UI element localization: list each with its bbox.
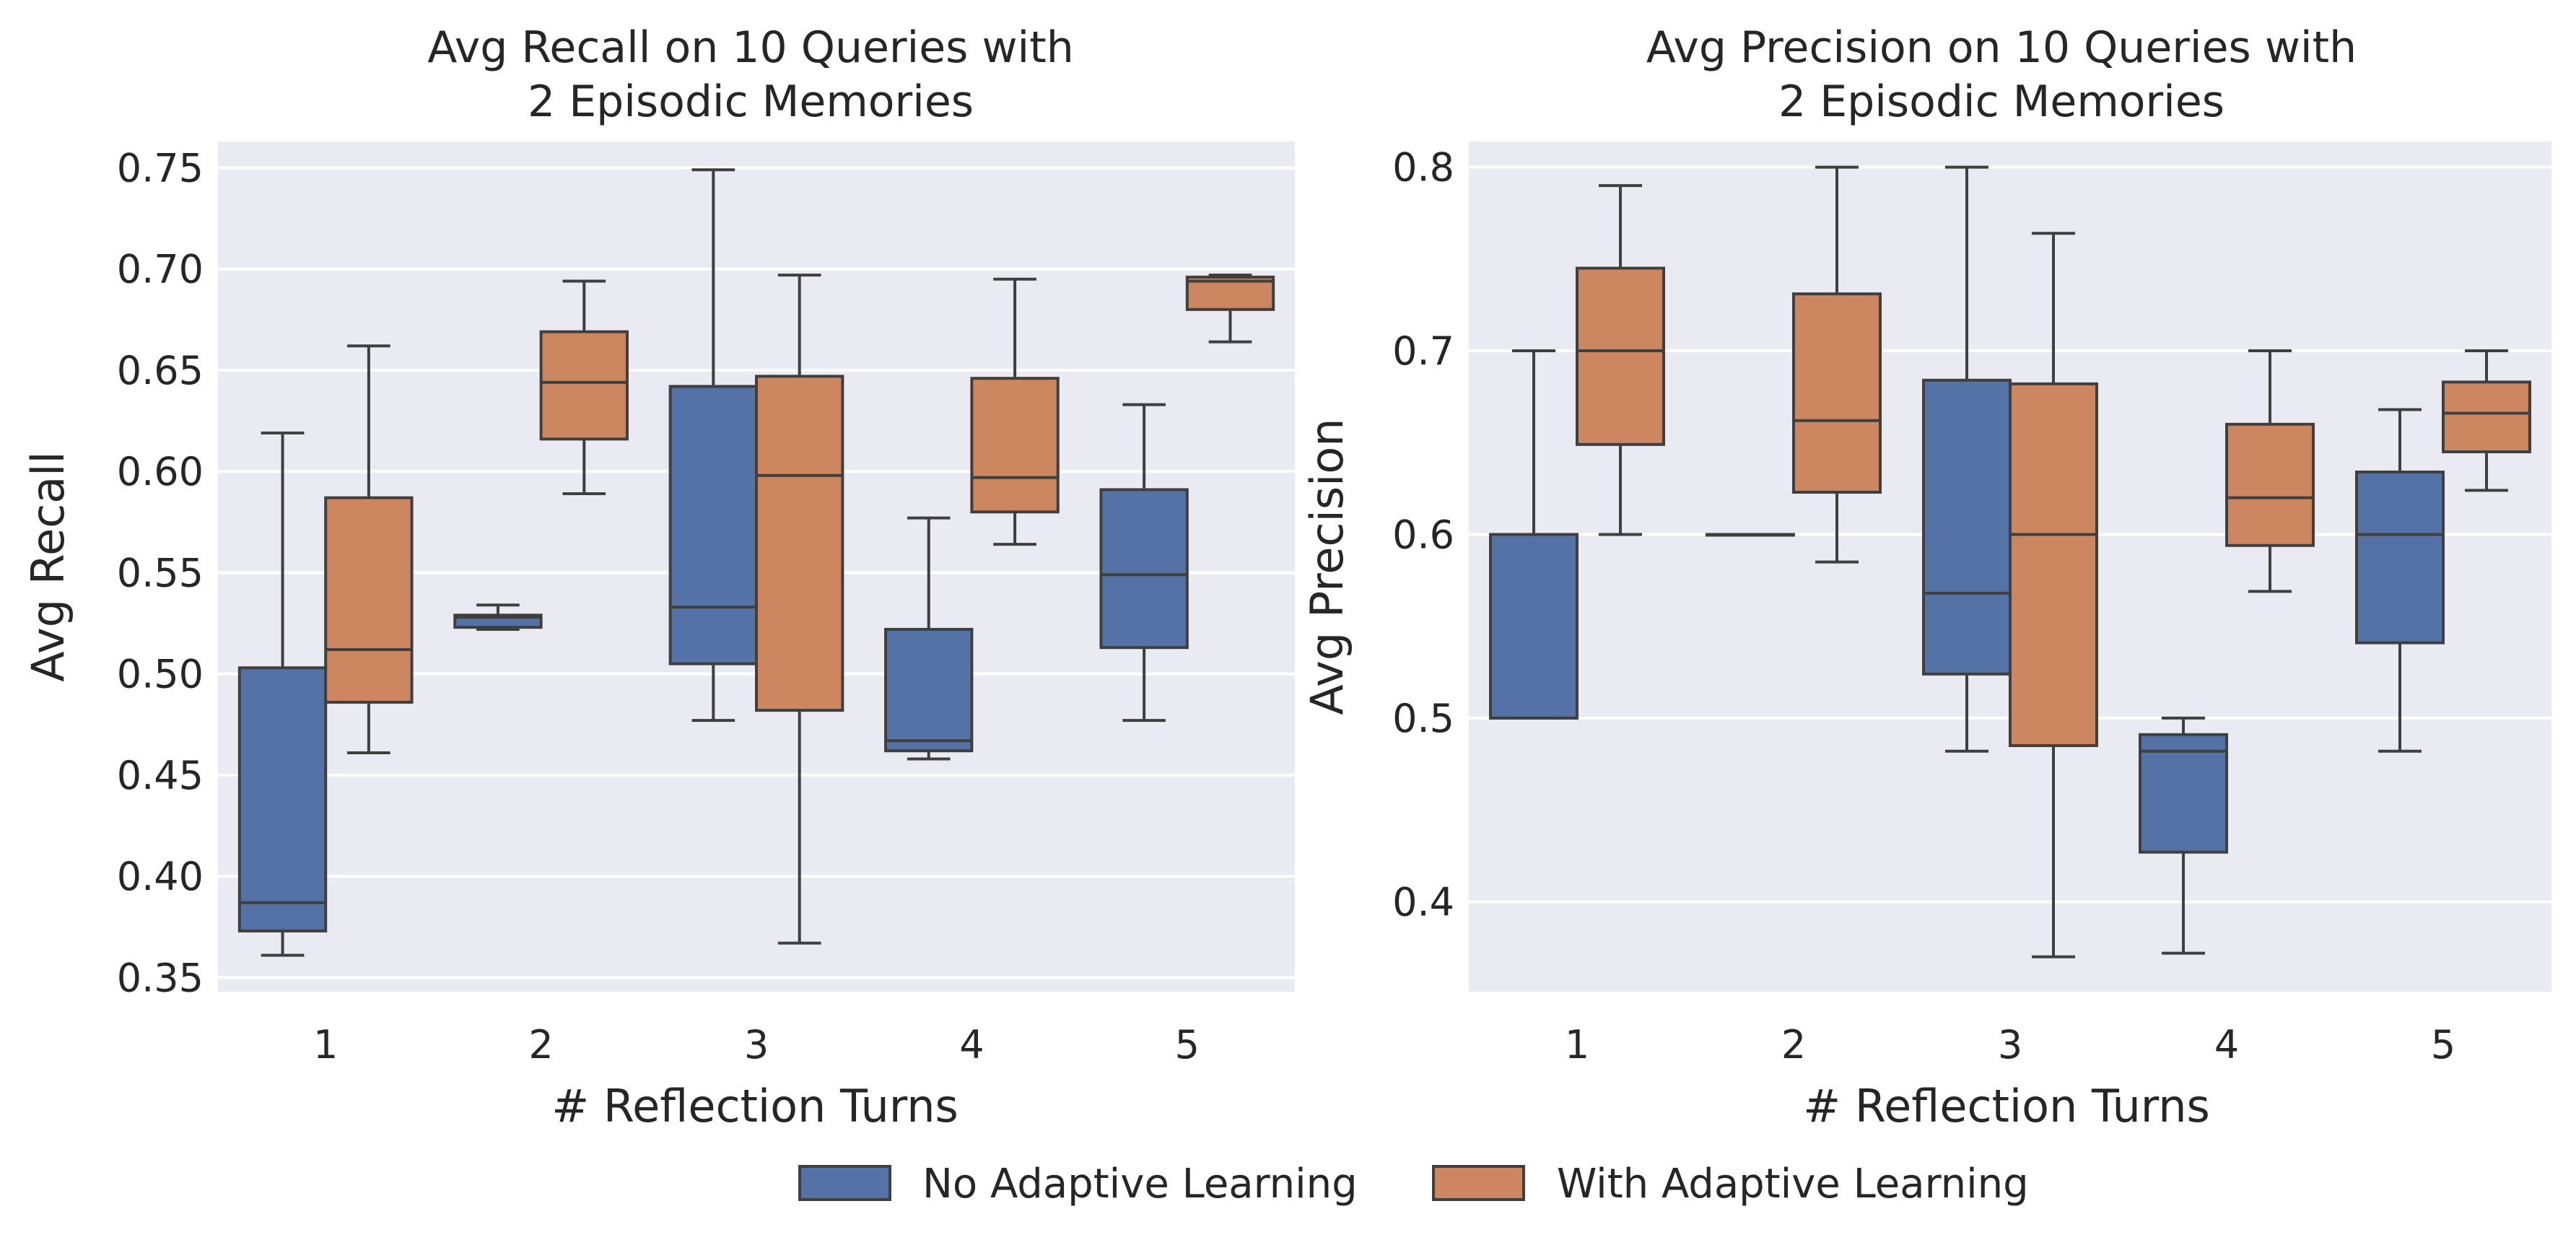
iqr-box [1922, 378, 2012, 676]
precision-title-line-1: Avg Precision on 10 Queries with [1646, 22, 2357, 73]
recall-y-tick-label: 0.45 [117, 753, 204, 798]
iqr-box [2355, 470, 2445, 645]
precision-title-line-2: 2 Episodic Memories [1778, 77, 2224, 127]
recall-y-tick-label: 0.75 [117, 145, 204, 191]
recall-y-tick-label: 0.65 [117, 348, 204, 393]
legend-label-with-adaptive: With Adaptive Learning [1557, 1161, 2029, 1208]
iqr-box [2225, 422, 2315, 547]
recall-box-no-adaptive-turn-2 [453, 603, 543, 631]
iqr-box [1576, 266, 1665, 446]
legend-label-no-adaptive: No Adaptive Learning [922, 1161, 1358, 1208]
recall-x-label: # Reflection Turns [551, 1080, 959, 1132]
precision-x-tick-label: 3 [1998, 1022, 2022, 1068]
iqr-box [884, 627, 974, 753]
precision-x-tick-label: 4 [2214, 1022, 2239, 1068]
recall-box-with-adaptive-turn-1 [324, 344, 414, 755]
recall-x-tick-label: 1 [313, 1022, 338, 1068]
recall-y-tick-label: 0.70 [117, 247, 204, 292]
recall-box-with-adaptive-turn-3 [755, 274, 844, 945]
iqr-box [2009, 382, 2098, 748]
iqr-box [755, 375, 844, 712]
iqr-box [1792, 292, 1882, 494]
iqr-box [2442, 380, 2531, 453]
precision-x-tick-label: 5 [2431, 1022, 2455, 1068]
precision-box-with-adaptive-turn-4 [2225, 349, 2315, 593]
recall-box-with-adaptive-turn-5 [1185, 274, 1275, 344]
precision-box-no-adaptive-turn-1 [1489, 349, 1579, 720]
recall-x-tick-label: 5 [1175, 1022, 1200, 1068]
recall-box-no-adaptive-turn-4 [884, 516, 974, 761]
recall-x-tick-label: 3 [744, 1022, 769, 1068]
recall-y-label: Avg Recall [22, 451, 74, 682]
recall-y-ticks: 0.35 0.40 0.45 0.50 0.55 0.60 0.65 0.70 0.75 [117, 145, 204, 1000]
recall-panel: 0.35 0.40 0.45 0.50 0.55 0.60 0.65 0.70 0.75 1 2 3… [22, 22, 1295, 1132]
precision-y-tick-label: 0.6 [1392, 512, 1454, 557]
precision-x-label: # Reflection Turns [1803, 1080, 2210, 1132]
recall-title-line-2: 2 Episodic Memories [528, 77, 974, 127]
recall-box-no-adaptive-turn-3 [668, 168, 759, 722]
iqr-box [237, 666, 328, 933]
legend-swatch-no-adaptive [798, 1165, 891, 1201]
precision-boxes [1489, 165, 2531, 959]
precision-box-no-adaptive-turn-5 [2355, 408, 2445, 753]
iqr-box [668, 385, 759, 665]
precision-y-tick-label: 0.7 [1392, 328, 1454, 374]
recall-title-line-1: Avg Recall on 10 Queries with [427, 22, 1074, 73]
precision-box-with-adaptive-turn-3 [2009, 232, 2098, 959]
recall-boxes [237, 168, 1275, 957]
precision-y-tick-label: 0.8 [1392, 145, 1454, 191]
recall-y-tick-label: 0.50 [117, 652, 204, 697]
iqr-box [539, 330, 629, 441]
recall-y-tick-label: 0.60 [117, 449, 204, 494]
recall-x-tick-label: 4 [959, 1022, 984, 1068]
precision-box-with-adaptive-turn-2 [1792, 165, 1882, 564]
recall-box-no-adaptive-turn-1 [237, 431, 328, 957]
recall-x-tick-label: 2 [528, 1022, 553, 1068]
precision-box-with-adaptive-turn-1 [1576, 184, 1665, 536]
recall-box-with-adaptive-turn-2 [539, 279, 629, 496]
precision-x-ticks: 1 2 3 4 5 [1565, 1022, 2455, 1068]
precision-box-no-adaptive-turn-4 [2139, 716, 2228, 955]
precision-y-label: Avg Precision [1301, 418, 1353, 715]
recall-x-ticks: 1 2 3 4 5 [313, 1022, 1200, 1068]
precision-y-ticks: 0.4 0.5 0.6 0.7 0.8 [1392, 145, 1454, 925]
precision-panel: 0.4 0.5 0.6 0.7 0.8 1 2 3 4 5 Avg Precision on 1… [1301, 22, 2551, 1132]
iqr-box [324, 496, 414, 704]
precision-box-with-adaptive-turn-5 [2442, 349, 2531, 492]
recall-box-with-adaptive-turn-4 [970, 277, 1060, 546]
recall-y-tick-label: 0.35 [117, 955, 204, 1000]
iqr-box [970, 377, 1060, 514]
recall-y-tick-label: 0.55 [117, 550, 204, 595]
recall-box-no-adaptive-turn-5 [1099, 403, 1189, 722]
recall-y-tick-label: 0.40 [117, 854, 204, 899]
precision-x-tick-label: 1 [1565, 1022, 1589, 1068]
iqr-box [2139, 733, 2228, 854]
precision-y-tick-label: 0.4 [1392, 879, 1454, 925]
precision-box-no-adaptive-turn-2 [1706, 533, 1795, 537]
legend: No Adaptive Learning With Adaptive Learn… [798, 1161, 2029, 1208]
iqr-box [1099, 488, 1189, 650]
iqr-box [1489, 533, 1579, 720]
precision-x-tick-label: 2 [1781, 1022, 1806, 1068]
precision-y-tick-label: 0.5 [1392, 696, 1454, 741]
legend-swatch-with-adaptive [1432, 1165, 1525, 1201]
